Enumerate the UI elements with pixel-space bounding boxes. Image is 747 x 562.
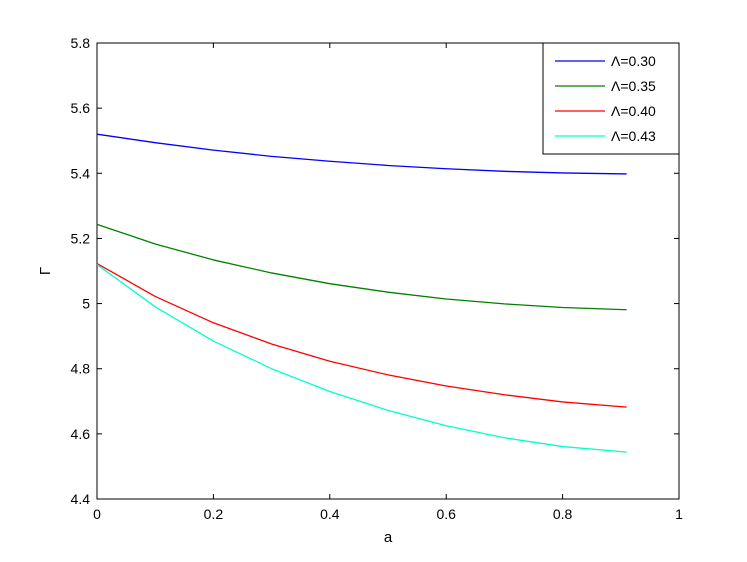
legend-label: Λ=0.30 (611, 53, 656, 69)
x-tick-label: 1 (675, 506, 683, 522)
series-line-2 (96, 223, 627, 311)
x-tick-label: 0.8 (553, 506, 573, 522)
legend: Λ=0.30 Λ=0.35 Λ=0.40 Λ=0.43 (542, 42, 680, 155)
y-axis-label: Γ (37, 267, 54, 275)
y-tick-label: 5.2 (71, 230, 91, 246)
y-tick-label: 5.6 (71, 100, 91, 116)
x-axis-label: a (384, 529, 393, 546)
x-tick-label: 0 (93, 506, 101, 522)
y-tick-label: 5 (82, 296, 90, 312)
y-tick-label: 4.4 (71, 491, 91, 507)
y-tick-label: 4.6 (71, 426, 91, 442)
y-tick-label: 4.8 (71, 361, 91, 377)
x-tick-label: 0.6 (436, 506, 456, 522)
x-tick-label: 0.4 (320, 506, 340, 522)
y-tick-label: 5.8 (71, 35, 91, 51)
legend-label: Λ=0.40 (611, 103, 656, 119)
x-tick-label: 0.2 (204, 506, 224, 522)
series-line-4 (96, 263, 627, 453)
series-line-1 (96, 133, 627, 175)
series-line-3 (96, 262, 627, 408)
series-lines (96, 133, 627, 453)
legend-label: Λ=0.35 (611, 78, 656, 94)
legend-label: Λ=0.43 (611, 128, 656, 144)
y-tick-label: 5.4 (71, 165, 91, 181)
